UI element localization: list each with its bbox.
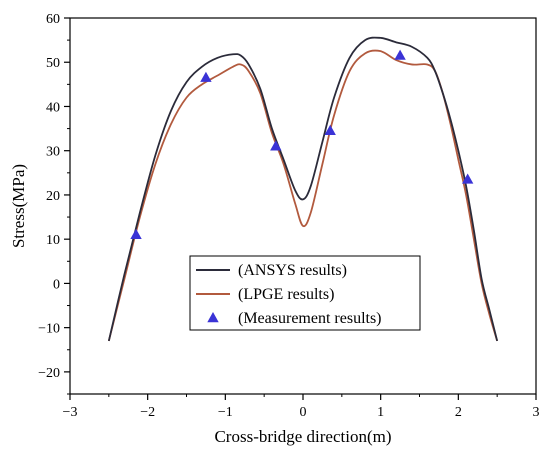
measurement-point: [130, 228, 142, 239]
series-layer: [107, 36, 499, 342]
y-tick-label: 0: [53, 277, 60, 292]
measurement-point: [200, 71, 212, 82]
measurement-point: [270, 140, 282, 151]
series-line-lpge: [107, 49, 499, 342]
legend: (ANSYS results) (LPGE results) (Measurem…: [189, 255, 421, 331]
y-tick-label: 40: [46, 100, 60, 115]
y-tick-label: 30: [46, 145, 60, 160]
x-tick-label: 0: [300, 405, 307, 420]
legend-label-ansys: (ANSYS results): [238, 262, 347, 279]
y-axis-title: Stress(MPa): [9, 164, 28, 248]
y-tick-label: 10: [46, 233, 60, 248]
measurement-point: [394, 49, 406, 60]
legend-swatch-measurement: [207, 312, 219, 323]
x-tick-label: −3: [63, 405, 78, 420]
y-tick-label: −20: [38, 366, 60, 381]
x-axis-title: Cross-bridge direction(m): [214, 427, 391, 446]
legend-label-lpge: (LPGE results): [238, 286, 334, 303]
series-line-ansys: [107, 36, 499, 342]
measurement-point: [324, 124, 336, 135]
plot-frame: [69, 17, 537, 395]
y-tick-label: 60: [46, 12, 60, 27]
measurement-point: [461, 173, 474, 184]
legend-label-measurement: (Measurement results): [238, 310, 382, 327]
x-tick-label: 1: [377, 405, 384, 420]
x-tick-label: 2: [455, 405, 462, 420]
x-tick-label: 3: [533, 405, 540, 420]
y-tick-label: 20: [46, 189, 60, 204]
x-tick-label: −1: [218, 405, 233, 420]
y-tick-label: −10: [38, 322, 60, 337]
x-tick-label: −2: [140, 405, 155, 420]
y-tick-label: 50: [46, 56, 60, 71]
